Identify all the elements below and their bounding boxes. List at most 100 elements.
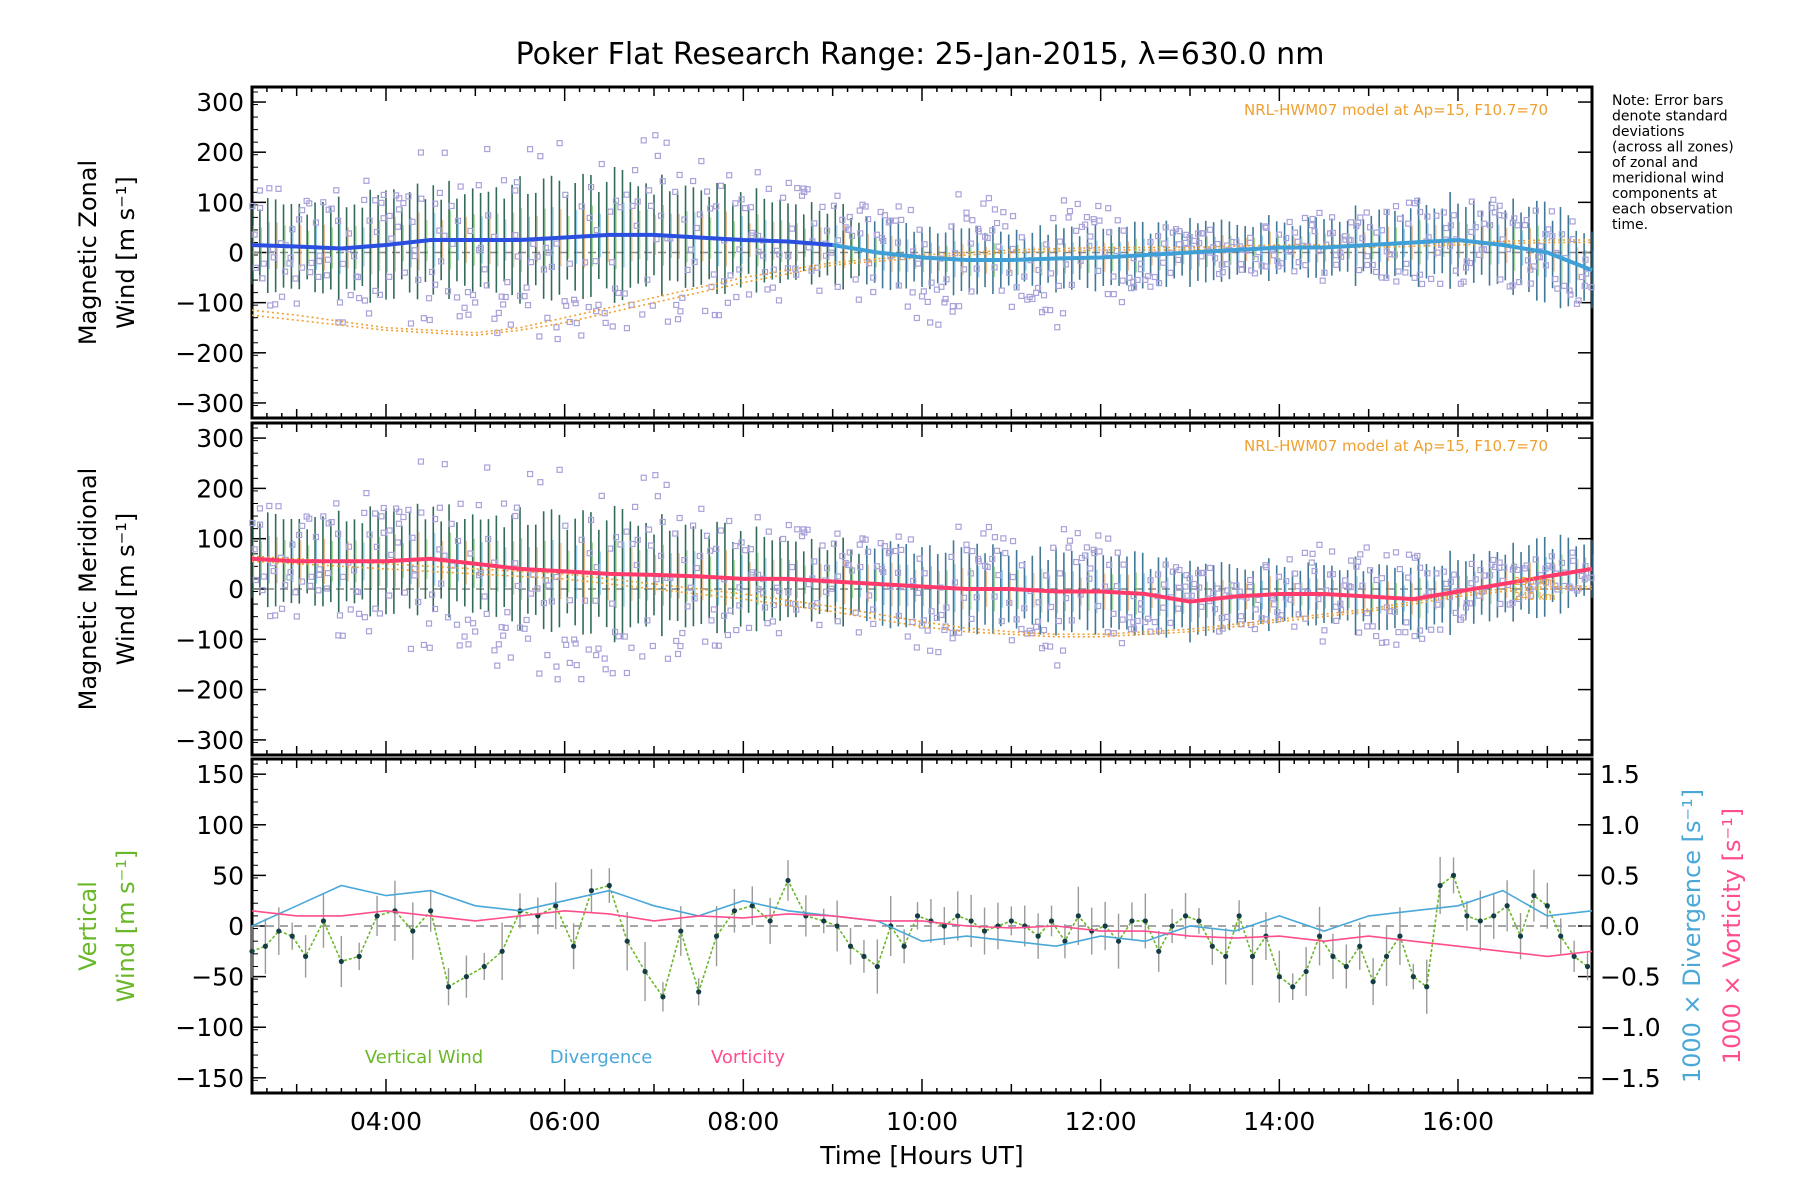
scatter-point [540, 599, 548, 607]
scatter-point [444, 614, 452, 621]
scatter-point [1391, 608, 1398, 615]
scatter-point [292, 275, 299, 282]
scatter-point [1191, 580, 1198, 588]
y-tick-label: 100 [196, 188, 244, 217]
scatter-point [676, 171, 683, 179]
scatter-point [454, 217, 462, 224]
scatter-point [834, 573, 842, 580]
scatter-point [296, 216, 303, 223]
scatter-point [286, 574, 293, 581]
scatter-point [1402, 269, 1409, 276]
scatter-point [469, 291, 477, 299]
scatter-point [915, 589, 922, 596]
scatter-point [351, 253, 358, 260]
scatter-point [1160, 259, 1167, 266]
scatter-point [436, 189, 443, 197]
scatter-point [415, 276, 422, 284]
scatter-point [1087, 565, 1094, 572]
scatter-point [1278, 612, 1285, 619]
scatter-point [1383, 552, 1390, 559]
scatter-point [907, 206, 914, 214]
scatter-point [870, 288, 877, 296]
scatter-point [1252, 606, 1259, 613]
scatter-point [1130, 278, 1137, 285]
scatter-point [1554, 586, 1561, 593]
scatter-point [1186, 575, 1193, 582]
scatter-point [1029, 295, 1036, 303]
scatter-point [870, 620, 877, 628]
scatter-point [365, 628, 373, 635]
scatter-point [1083, 544, 1090, 551]
scatter-point [738, 196, 745, 203]
scatter-point [967, 570, 974, 577]
scatter-point [640, 474, 647, 481]
scatter-point [873, 231, 880, 238]
scatter-point [1002, 223, 1009, 230]
scatter-point [278, 605, 286, 612]
scatter-point [615, 633, 622, 640]
scatter-point [779, 535, 787, 543]
scatter-point [1460, 278, 1467, 285]
scatter-point [991, 534, 999, 541]
scatter-point [1468, 198, 1475, 205]
x-tick-label: 04:00 [350, 1107, 422, 1136]
scatter-point [984, 234, 991, 242]
scatter-point [955, 303, 963, 310]
scatter-point [776, 587, 783, 595]
vertical-wind-point [1464, 913, 1470, 919]
scatter-point [980, 200, 987, 207]
scatter-point [609, 600, 616, 607]
scatter-point [681, 556, 688, 564]
scatter-point [392, 505, 400, 512]
vertical-wind-point [955, 913, 961, 919]
scatter-point [1211, 255, 1219, 262]
scatter-point [609, 323, 616, 330]
scatter-point [785, 589, 792, 596]
scatter-point [278, 293, 286, 300]
scatter-point [1319, 277, 1326, 284]
scatter-point [1499, 236, 1506, 243]
scatter-point [426, 644, 433, 651]
right-tick-label: 0.5 [1600, 861, 1640, 890]
scatter-point [1151, 273, 1158, 281]
y-tick-label: 100 [196, 811, 244, 840]
scatter-point [916, 226, 923, 233]
scatter-point [885, 219, 893, 226]
vertical-wind-point [1156, 948, 1162, 954]
right-tick-label: −0.5 [1600, 963, 1661, 992]
y-tick-label: 300 [196, 88, 244, 117]
vertical-wind-point [1357, 943, 1363, 949]
scatter-point [745, 624, 753, 632]
scatter-point [980, 530, 987, 537]
scatter-point [823, 227, 831, 234]
scatter-point [788, 563, 796, 571]
scatter-point [1263, 564, 1270, 571]
scatter-point [1196, 584, 1203, 591]
scatter-point [566, 597, 574, 604]
scatter-point [865, 548, 872, 555]
scatter-point [469, 620, 477, 627]
scatter-point [609, 670, 616, 677]
scatter-point [1403, 619, 1410, 626]
meridional-wind-panel: 300 200 100 0 −100 −200 −300 NRL-HWM07 model at… [74, 421, 1595, 757]
scatter-point [1105, 535, 1112, 542]
scatter-point [336, 299, 344, 306]
scatter-point [585, 646, 592, 653]
scatter-point [1411, 274, 1418, 281]
scatter-point [1535, 253, 1542, 260]
model-curve [251, 241, 1592, 337]
scatter-point [1182, 239, 1189, 246]
scatter-point [602, 319, 609, 327]
vertical-wind-point [767, 918, 773, 924]
scatter-point [524, 635, 532, 642]
scatter-point [1530, 263, 1537, 270]
scatter-point [1570, 235, 1577, 243]
scatter-point [553, 240, 560, 247]
scatter-point [1114, 549, 1121, 556]
scatter-point [1082, 552, 1089, 559]
scatter-point [1452, 267, 1459, 274]
scatter-point [1147, 577, 1154, 584]
scatter-point [1315, 595, 1322, 603]
scatter-point [1345, 583, 1353, 590]
